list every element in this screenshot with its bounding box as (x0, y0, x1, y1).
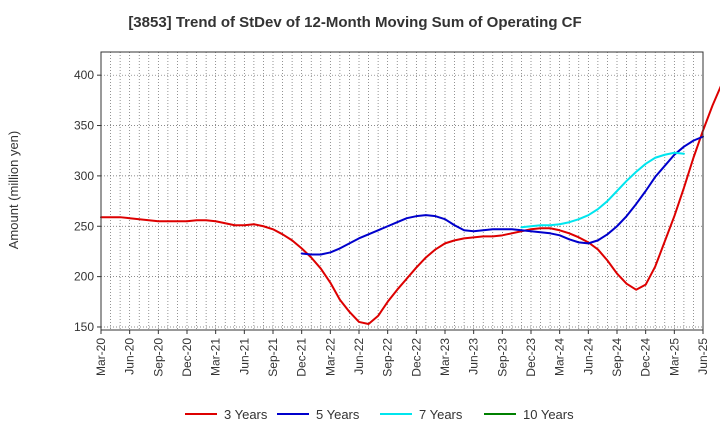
y-tick-label: 250 (74, 219, 94, 233)
legend-label-5-years: 5 Years (316, 407, 360, 422)
y-tick-label: 150 (74, 320, 94, 334)
x-tick-label: Sep-22 (381, 338, 395, 377)
x-tick-label: Mar-21 (209, 338, 223, 376)
y-tick-label: 350 (74, 119, 94, 133)
plot-area (100, 51, 704, 331)
x-tick-label: Mar-25 (667, 338, 681, 376)
y-axis-ticks: 150 200 250 300 350 400 (74, 68, 101, 334)
legend-label-3-years: 3 Years (224, 407, 268, 422)
x-tick-label: Mar-20 (94, 338, 108, 376)
x-tick-label: Jun-23 (467, 338, 481, 375)
legend-label-10-years: 10 Years (523, 407, 574, 422)
series-line-7-years (520, 151, 685, 229)
series-line-3-years (100, 85, 720, 325)
x-tick-label: Sep-24 (610, 338, 624, 377)
x-tick-label: Jun-22 (352, 338, 366, 375)
x-tick-label: Dec-24 (639, 338, 653, 377)
x-tick-label: Dec-21 (295, 338, 309, 377)
x-tick-label: Jun-25 (696, 338, 710, 375)
legend: 3 Years 5 Years 7 Years 10 Years (185, 407, 574, 422)
series-lines (100, 85, 720, 325)
x-tick-label: Mar-24 (553, 338, 567, 376)
y-tick-label: 200 (74, 270, 94, 284)
x-tick-label: Sep-21 (266, 338, 280, 377)
x-axis-ticks: Mar-20 Jun-20 Sep-20 Dec-20 Mar-21 Jun-21 Sep-… (94, 330, 710, 377)
chart-title: [3853] Trend of StDev of 12-Month Moving… (128, 14, 581, 31)
x-tick-label: Jun-24 (581, 338, 595, 375)
legend-label-7-years: 7 Years (419, 407, 463, 422)
x-tick-label: Sep-23 (495, 338, 509, 377)
x-tick-label: Jun-20 (123, 338, 137, 375)
x-tick-label: Dec-20 (180, 338, 194, 377)
grid (101, 52, 703, 330)
series-line-5-years (300, 135, 704, 256)
x-tick-label: Sep-20 (151, 338, 165, 377)
x-tick-label: Dec-23 (524, 338, 538, 377)
x-tick-label: Dec-22 (409, 338, 423, 377)
y-tick-label: 300 (74, 169, 94, 183)
x-tick-label: Mar-23 (438, 338, 452, 376)
y-axis-label: Amount (million yen) (6, 131, 21, 250)
x-tick-label: Jun-21 (237, 338, 251, 375)
x-tick-label: Mar-22 (323, 338, 337, 376)
y-tick-label: 400 (74, 68, 94, 82)
